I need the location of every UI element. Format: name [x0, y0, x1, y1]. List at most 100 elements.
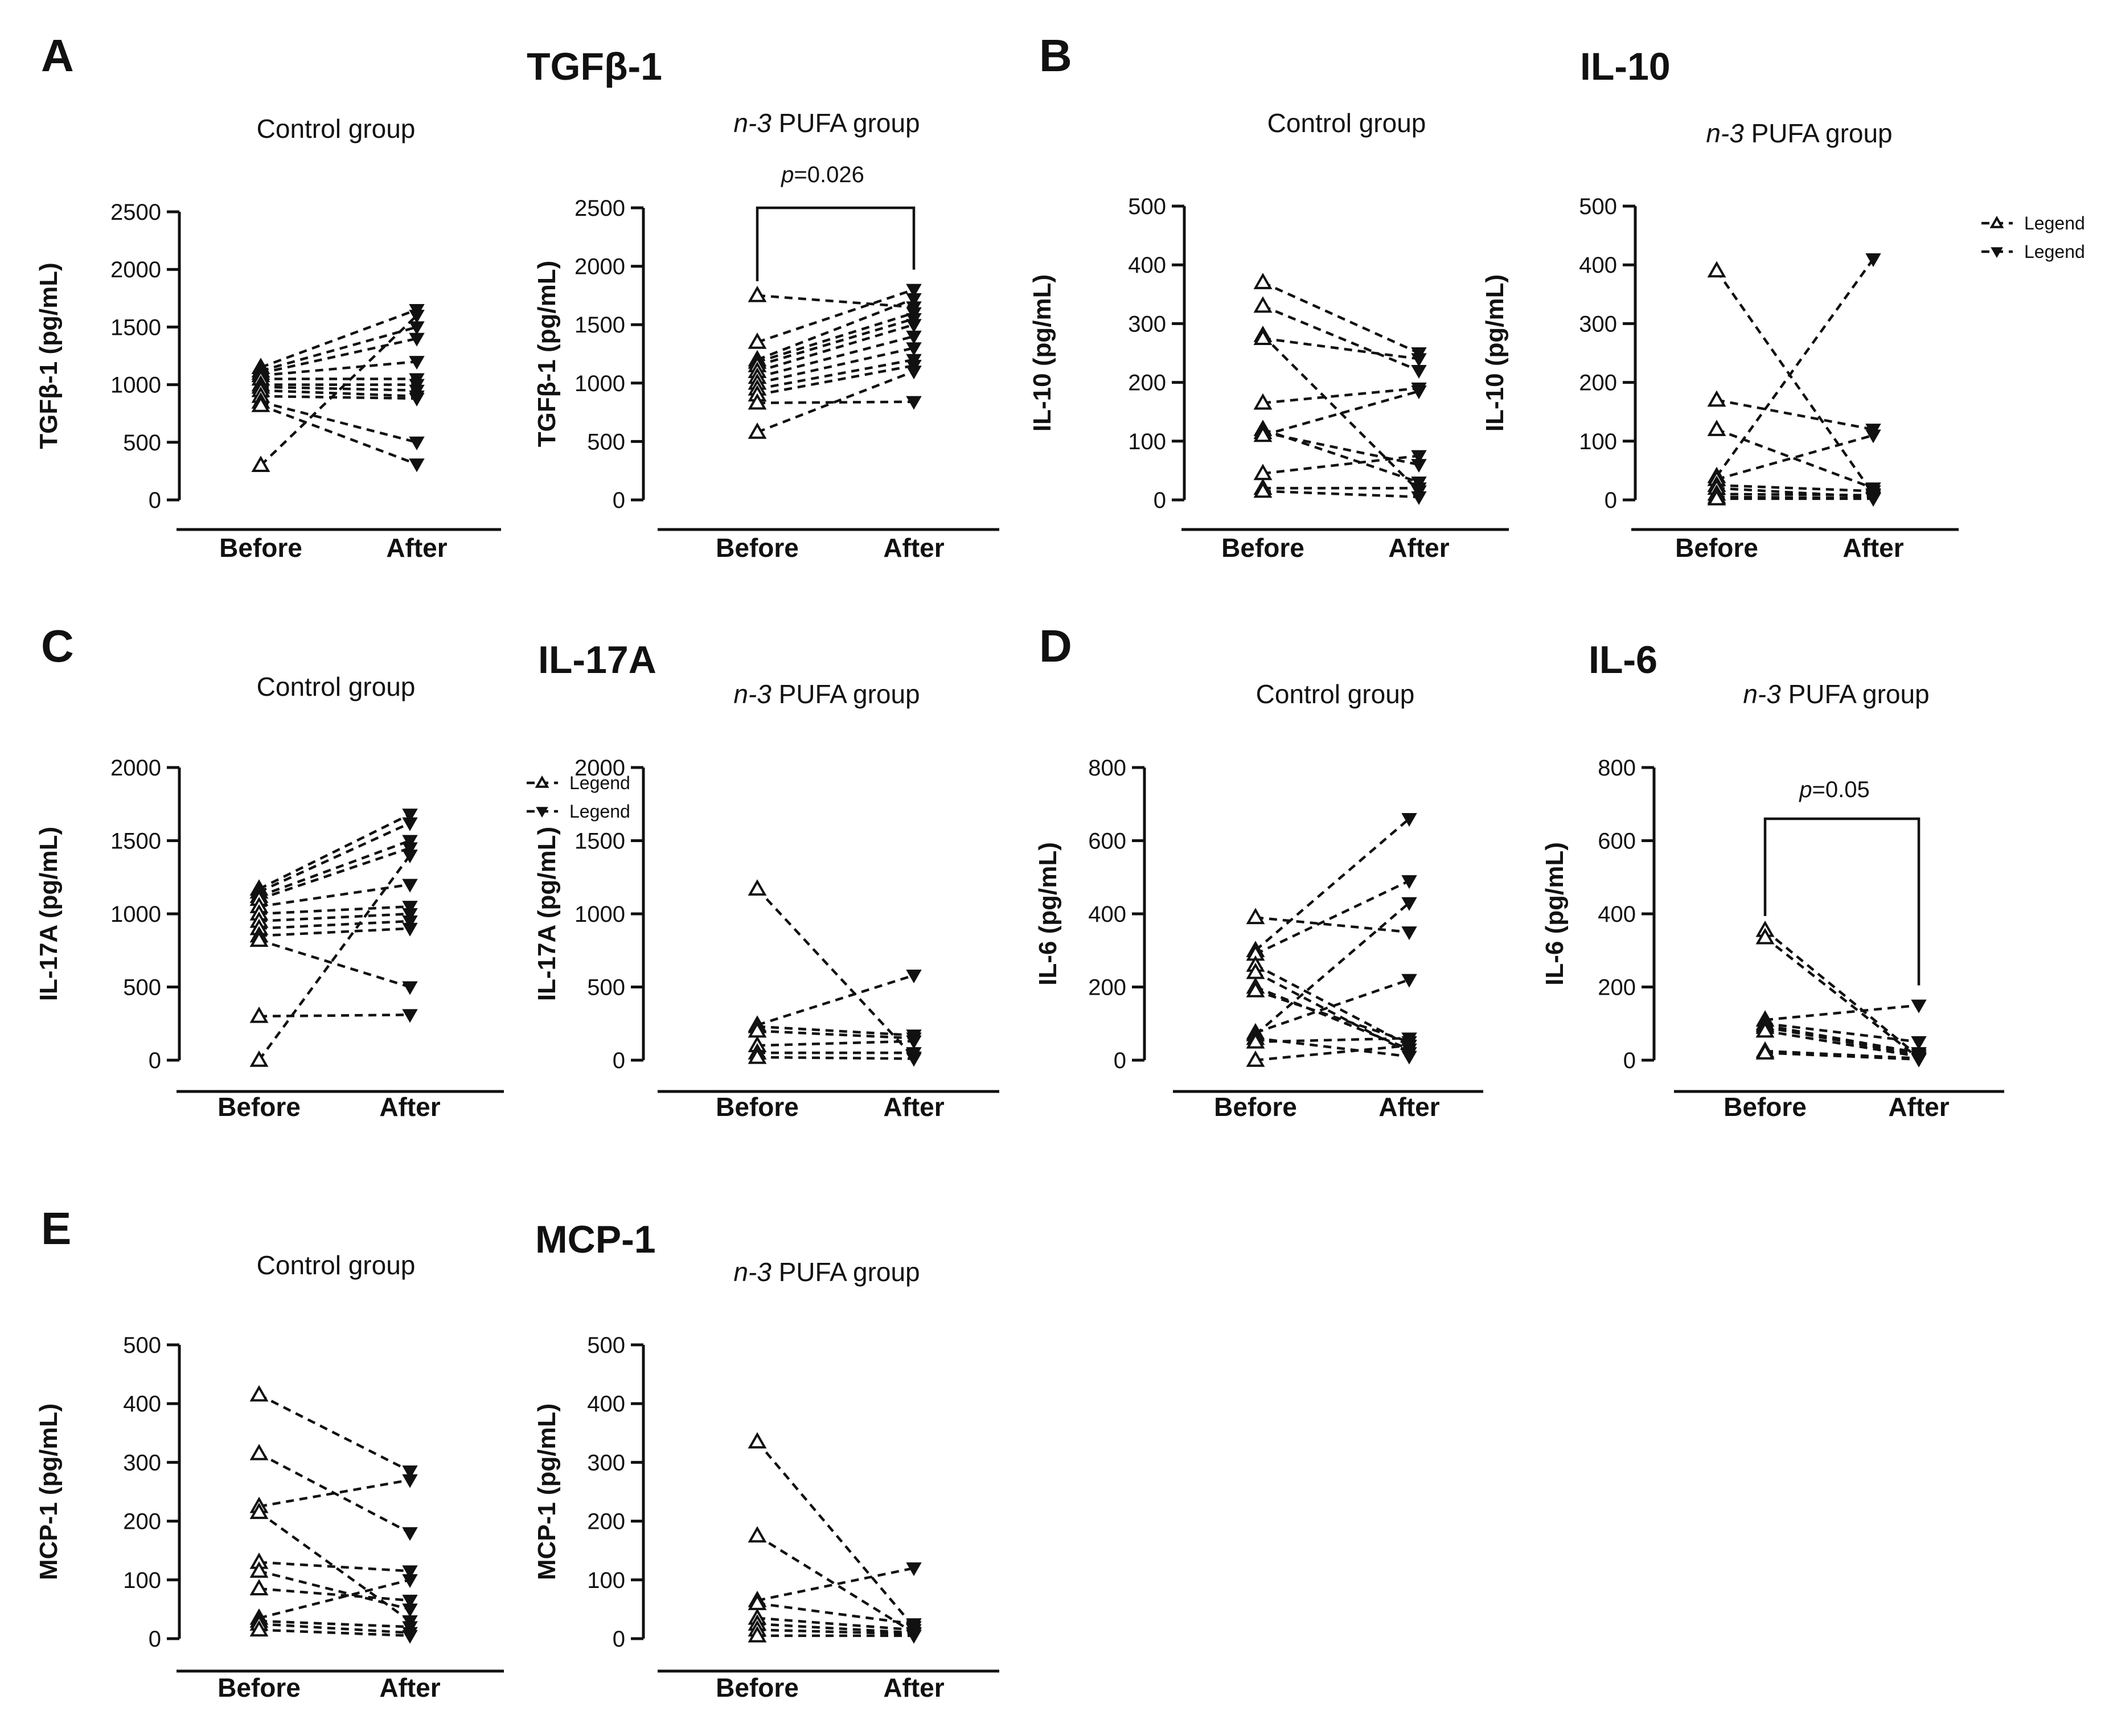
- y-axis-label: IL-17A (pg/mL): [533, 827, 561, 1001]
- subject-line: [757, 1616, 914, 1631]
- after-point: [402, 981, 418, 995]
- after-point: [1865, 429, 1881, 444]
- before-point: [249, 1620, 269, 1637]
- after-point: [402, 1474, 418, 1488]
- y-tick-label: 200: [587, 1509, 625, 1534]
- y-tick-label: 400: [1598, 902, 1636, 927]
- y-tick-label: 200: [1598, 975, 1636, 1000]
- legend-label: Legend: [2024, 241, 2085, 262]
- subject-line: [1716, 483, 1874, 493]
- y-tick-label: 300: [1128, 311, 1166, 336]
- after-point: [1865, 493, 1881, 507]
- subject-line: [1255, 1037, 1410, 1058]
- x-category-label: Before: [1724, 1092, 1807, 1122]
- before-point: [1707, 489, 1726, 506]
- after-point: [402, 849, 418, 864]
- x-category-label: After: [1378, 1092, 1439, 1122]
- subject-line: [1254, 902, 1410, 1036]
- subject-line: [1262, 281, 1419, 355]
- subject-line: [1716, 493, 1874, 496]
- y-tick-label: 300: [1579, 311, 1617, 336]
- y-axis-label: IL-17A (pg/mL): [35, 827, 63, 1001]
- after-point: [409, 333, 425, 347]
- y-tick-label: 1500: [110, 315, 161, 340]
- panel-letter: D: [1039, 621, 1072, 671]
- before-point: [1253, 296, 1273, 313]
- cytokine-title: IL-6: [1589, 638, 1657, 682]
- y-tick-label: 400: [123, 1392, 161, 1417]
- subject-line: [258, 1561, 411, 1573]
- subject-line: [1765, 1022, 1919, 1044]
- y-tick-label: 500: [587, 1333, 625, 1358]
- subject-line: [258, 1393, 411, 1472]
- after-point: [1411, 385, 1427, 400]
- subject-line: [757, 294, 914, 309]
- before-point: [1253, 481, 1273, 498]
- y-axis-label: TGFβ-1 (pg/mL): [35, 262, 63, 449]
- subject-line: [260, 360, 417, 377]
- subject-line: [258, 920, 411, 930]
- legend-label: Legend: [569, 801, 630, 822]
- legend-label: Legend: [569, 773, 630, 793]
- before-point: [251, 396, 270, 412]
- before-point: [1246, 1050, 1265, 1067]
- subject-line: [1262, 428, 1419, 484]
- p-value: p=0.026: [781, 162, 864, 187]
- before-point: [249, 1443, 269, 1460]
- after-point: [1401, 974, 1417, 988]
- y-tick-label: 2500: [110, 200, 161, 225]
- before-point: [251, 455, 270, 473]
- y-tick-label: 2000: [110, 257, 161, 282]
- after-point: [1401, 812, 1417, 827]
- y-tick-label: 1500: [110, 829, 161, 854]
- y-tick-label: 300: [587, 1450, 625, 1475]
- subject-line: [1262, 454, 1419, 475]
- subject-line: [1764, 936, 1920, 1060]
- before-point: [748, 1526, 767, 1543]
- y-tick-label: 0: [613, 1627, 625, 1652]
- y-tick-label: 2000: [575, 756, 625, 781]
- subject-line: [258, 905, 411, 916]
- before-point: [1755, 1043, 1775, 1060]
- before-point: [249, 1579, 269, 1596]
- after-point: [402, 1465, 418, 1479]
- subplot-3: n-3 PUFA group 0 100 200 300 400 500 IL-10 (pg/…: [1481, 118, 2085, 563]
- after-point: [402, 879, 418, 893]
- x-category-label: After: [883, 1673, 944, 1702]
- x-category-label: Before: [1214, 1092, 1297, 1122]
- cytokine-title: IL-10: [1580, 45, 1671, 88]
- y-axis-label: IL-6 (pg/mL): [1541, 842, 1569, 986]
- subject-line: [260, 404, 417, 466]
- after-point: [402, 908, 418, 922]
- subject-line: [757, 370, 914, 434]
- y-axis-label: MCP-1 (pg/mL): [533, 1403, 561, 1580]
- after-point: [1401, 897, 1417, 911]
- group-title: Control group: [257, 672, 416, 701]
- y-tick-label: 500: [587, 975, 625, 1000]
- x-category-label: After: [883, 533, 944, 563]
- y-tick-label: 500: [123, 430, 161, 455]
- after-point: [1411, 450, 1427, 464]
- before-point: [748, 393, 767, 410]
- x-category-label: Before: [218, 1092, 301, 1122]
- subject-line: [1255, 880, 1410, 955]
- subplot-4: C IL-17A Control group 0 500 1000 1500 2000 IL-1…: [35, 621, 656, 1122]
- x-category-label: After: [1388, 533, 1449, 563]
- after-point: [402, 1574, 418, 1588]
- subject-line: [757, 297, 914, 361]
- before-point: [1253, 393, 1273, 410]
- subplot-7: IL-6 n-3 PUFA group 0 200 400 600 800 IL-6 (pg/…: [1541, 638, 2004, 1122]
- y-tick-label: 0: [149, 488, 161, 513]
- before-point: [1707, 420, 1726, 436]
- x-category-label: Before: [716, 1092, 799, 1122]
- subject-line: [260, 395, 417, 400]
- after-point: [402, 922, 418, 937]
- y-tick-label: 1000: [575, 902, 625, 927]
- after-point: [906, 1053, 922, 1067]
- after-point: [402, 835, 418, 849]
- y-tick-label: 500: [1128, 194, 1166, 219]
- group-title: n-3 PUFA group: [733, 108, 920, 138]
- after-point: [906, 1035, 922, 1049]
- after-point: [906, 293, 922, 307]
- y-tick-label: 100: [123, 1568, 161, 1593]
